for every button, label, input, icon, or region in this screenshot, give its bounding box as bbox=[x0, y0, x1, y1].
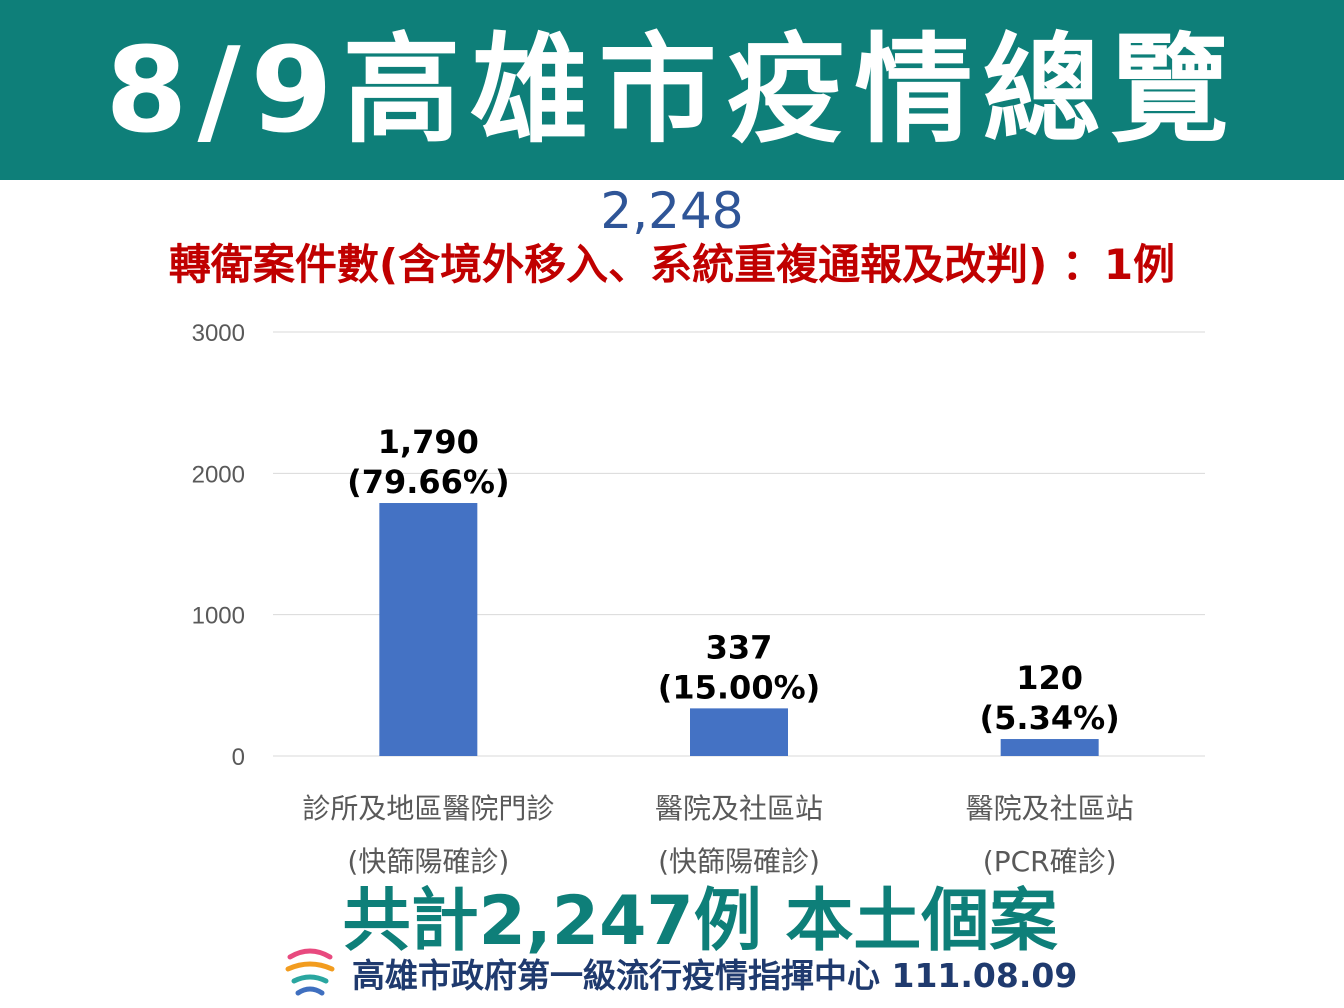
footer: 高雄市政府第一級流行疫情指揮中心 111.08.09 bbox=[280, 942, 1077, 1004]
data-label-percent: (5.34%) bbox=[980, 699, 1120, 737]
category-label-line2: (PCR確診) bbox=[983, 845, 1117, 878]
data-labels: 1,790(79.66%) 337(15.00%) 120(5.34%) bbox=[347, 423, 1120, 737]
data-label-value: 1,790 bbox=[378, 423, 479, 461]
grand-total: 共計2,247例 本土個案 bbox=[342, 882, 1058, 961]
footer-org: 高雄市政府第一級流行疫情指揮中心 111.08.09 bbox=[352, 956, 1078, 995]
y-tick-label: 3000 bbox=[192, 320, 245, 347]
y-tick-label: 0 bbox=[232, 744, 245, 771]
data-label-value: 337 bbox=[706, 628, 773, 666]
category-label-line2: (快篩陽確診) bbox=[347, 845, 509, 878]
y-tick-labels: 0 1000 2000 3000 bbox=[192, 320, 245, 771]
bar-chart: 0 1000 2000 3000 1,790(79.66%) 337(15.00%) 12… bbox=[192, 320, 1205, 878]
category-label-line1: 診所及地區醫院門診 bbox=[302, 792, 554, 825]
data-label-percent: (15.00%) bbox=[658, 668, 821, 706]
data-label-percent: (79.66%) bbox=[347, 463, 510, 501]
total-count-top: 2,248 bbox=[600, 182, 744, 240]
bar bbox=[690, 708, 788, 756]
y-tick-label: 1000 bbox=[192, 603, 245, 630]
kaohsiung-logo-icon bbox=[285, 948, 335, 996]
category-label-line1: 醫院及社區站 bbox=[966, 792, 1134, 825]
category-label-line2: (快篩陽確診) bbox=[658, 845, 820, 878]
category-label-line1: 醫院及社區站 bbox=[655, 792, 823, 825]
header-banner: 8/9高雄市疫情總覽 bbox=[0, 0, 1344, 180]
bar bbox=[379, 503, 478, 756]
transfer-note: 轉衛案件數(含境外移入、系統重複通報及改判) ：1例 bbox=[168, 240, 1176, 289]
bar bbox=[1000, 739, 1099, 756]
data-label-value: 120 bbox=[1016, 659, 1083, 697]
bars bbox=[379, 503, 1099, 756]
category-labels: 診所及地區醫院門診 (快篩陽確診) 醫院及社區站 (快篩陽確診) 醫院及社區站 (PCR確… bbox=[302, 792, 1133, 878]
page-title: 8/9高雄市疫情總覽 bbox=[105, 21, 1239, 159]
y-tick-label: 2000 bbox=[192, 461, 245, 488]
